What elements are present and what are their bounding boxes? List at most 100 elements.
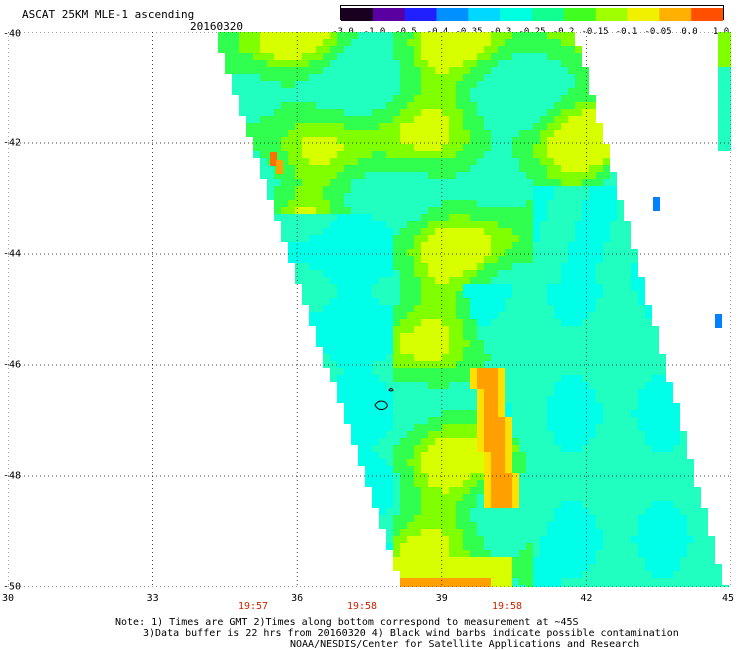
field-cell	[673, 564, 680, 571]
field-cell	[533, 354, 540, 361]
field-cell	[330, 221, 337, 228]
field-cell	[463, 459, 470, 466]
field-cell	[575, 207, 582, 214]
field-cell	[442, 375, 449, 382]
field-cell	[302, 151, 309, 158]
field-cell	[554, 165, 561, 172]
field-cell	[533, 438, 540, 445]
field-cell	[463, 522, 470, 529]
field-cell	[309, 319, 316, 326]
field-cell	[407, 228, 414, 235]
field-cell	[540, 109, 547, 116]
field-cell	[589, 529, 596, 536]
field-cell	[337, 221, 344, 228]
field-cell	[393, 95, 400, 102]
field-cell	[337, 375, 344, 382]
field-cell	[582, 557, 589, 564]
field-cell	[379, 144, 386, 151]
field-cell	[589, 130, 596, 137]
field-cell	[386, 410, 393, 417]
field-cell	[631, 445, 638, 452]
field-cell	[568, 557, 575, 564]
field-cell	[372, 81, 379, 88]
field-cell	[421, 74, 428, 81]
field-cell	[505, 228, 512, 235]
field-cell	[589, 361, 596, 368]
field-cell	[365, 375, 372, 382]
field-cell	[456, 67, 463, 74]
field-cell	[288, 46, 295, 53]
field-cell	[652, 550, 659, 557]
field-cell	[561, 557, 568, 564]
field-cell	[575, 81, 582, 88]
field-cell	[624, 522, 631, 529]
field-cell	[540, 81, 547, 88]
field-cell	[718, 144, 731, 151]
field-cell	[610, 186, 617, 193]
field-cell	[603, 529, 610, 536]
field-cell	[309, 312, 316, 319]
field-cell	[414, 557, 421, 564]
field-cell	[519, 298, 526, 305]
field-cell	[498, 284, 505, 291]
field-cell	[449, 333, 456, 340]
field-cell	[316, 263, 323, 270]
field-cell	[267, 193, 274, 200]
field-cell	[470, 242, 477, 249]
field-cell	[372, 445, 379, 452]
field-cell	[582, 382, 589, 389]
field-cell	[659, 494, 666, 501]
field-cell	[414, 200, 421, 207]
field-cell	[498, 445, 505, 452]
field-cell	[533, 445, 540, 452]
field-cell	[316, 46, 323, 53]
field-cell	[309, 270, 316, 277]
field-cell	[274, 39, 281, 46]
field-cell	[589, 235, 596, 242]
field-cell	[498, 347, 505, 354]
field-cell	[330, 53, 337, 60]
field-cell	[379, 53, 386, 60]
field-cell	[288, 67, 295, 74]
field-cell	[589, 480, 596, 487]
field-cell	[358, 172, 365, 179]
field-cell	[561, 424, 568, 431]
field-cell	[456, 130, 463, 137]
field-cell	[288, 214, 295, 221]
field-cell	[477, 347, 484, 354]
field-cell	[638, 438, 645, 445]
field-cell	[323, 249, 330, 256]
field-cell	[281, 60, 288, 67]
field-cell	[526, 473, 533, 480]
field-cell	[589, 242, 596, 249]
field-cell	[680, 466, 687, 473]
field-cell	[666, 382, 673, 389]
field-cell	[589, 95, 596, 102]
field-cell	[316, 116, 323, 123]
field-cell	[673, 578, 680, 585]
field-cell	[449, 494, 456, 501]
field-cell	[652, 536, 659, 543]
field-cell	[554, 438, 561, 445]
field-cell	[526, 305, 533, 312]
field-cell	[470, 228, 477, 235]
field-cell	[582, 452, 589, 459]
field-cell	[428, 46, 435, 53]
field-cell	[288, 172, 295, 179]
field-cell	[610, 585, 617, 587]
field-cell	[589, 438, 596, 445]
field-cell	[554, 557, 561, 564]
field-cell	[554, 347, 561, 354]
colorbar-segment	[436, 8, 469, 21]
field-cell	[449, 508, 456, 515]
note-line-1: Note: 1) Times are GMT 2)Times along bot…	[115, 617, 579, 628]
field-cell	[484, 256, 491, 263]
field-cell	[295, 151, 302, 158]
field-cell	[547, 242, 554, 249]
field-cell	[533, 109, 540, 116]
field-cell	[624, 550, 631, 557]
field-cell	[295, 242, 302, 249]
field-cell	[540, 53, 547, 60]
field-cell	[407, 333, 414, 340]
field-cell	[582, 67, 589, 74]
